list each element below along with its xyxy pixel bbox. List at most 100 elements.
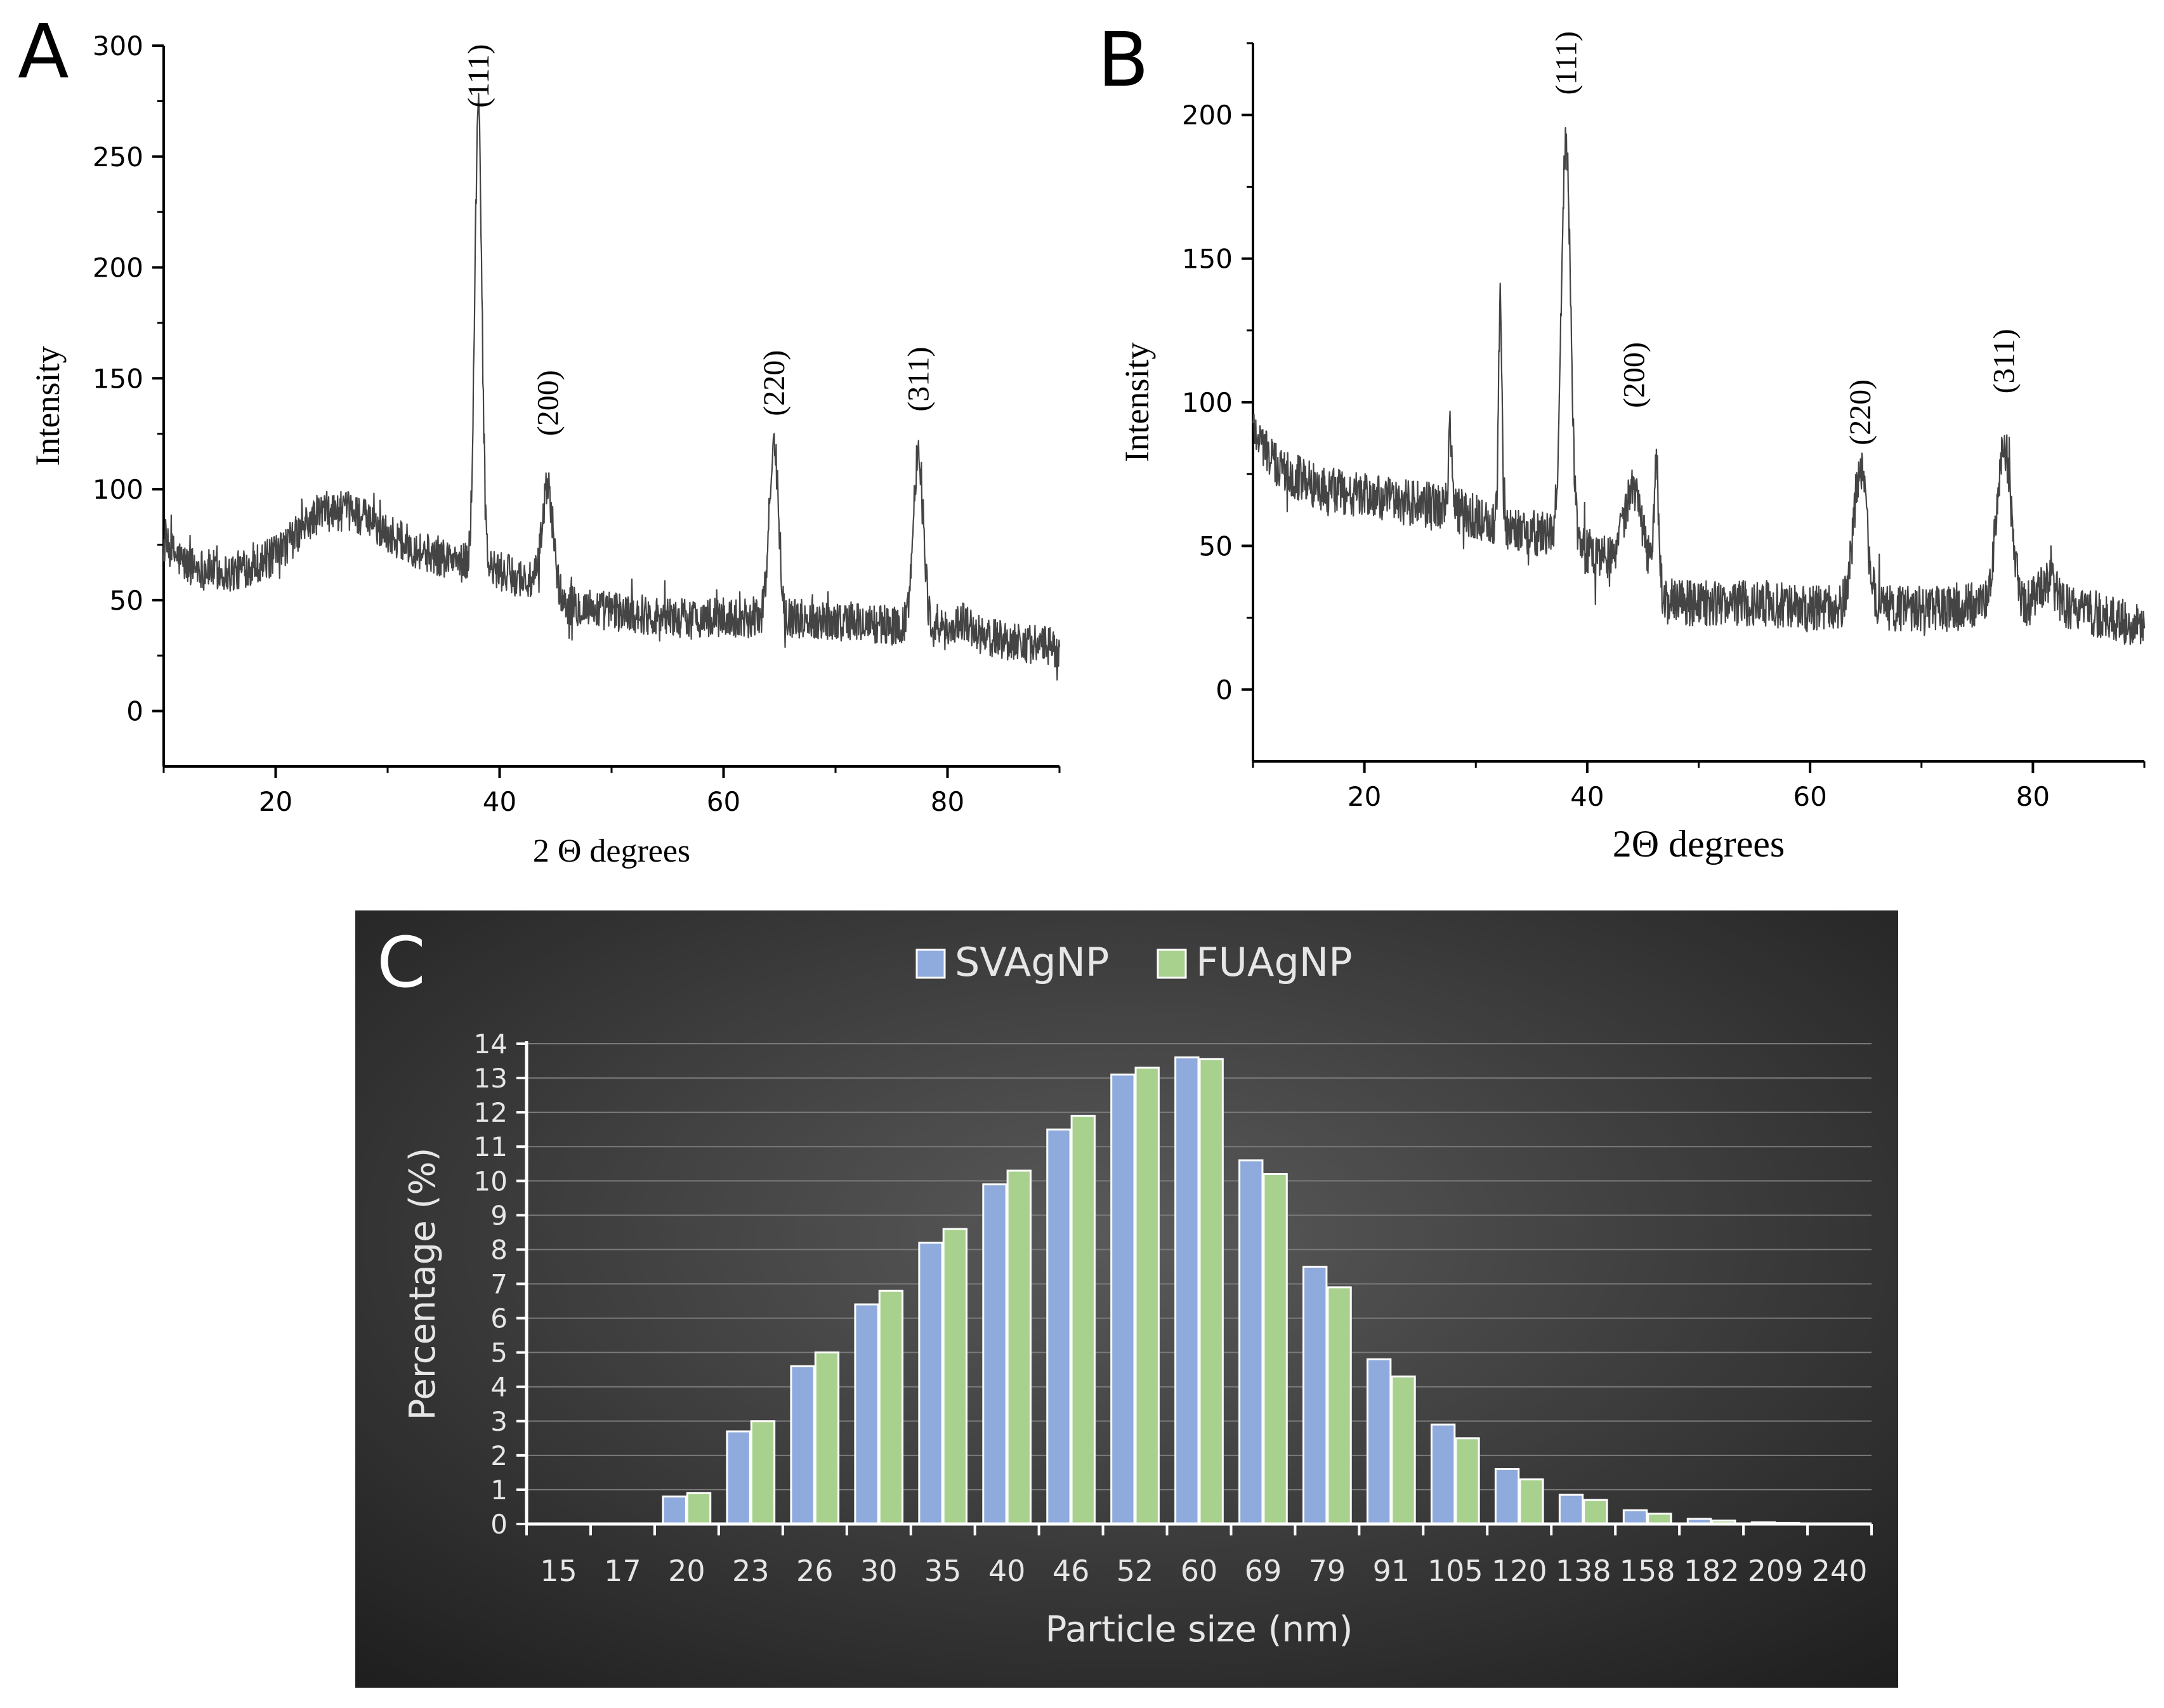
y-tick-label: 2 [490,1440,508,1471]
y-axis-title: Percentage (%) [402,1148,443,1421]
x-tick-label: 52 [1117,1554,1154,1588]
bar-svagnp-69 [1238,1159,1264,1525]
x-tick-label: 209 [1748,1554,1804,1588]
bar-fuagnp-26 [814,1351,840,1525]
bar-fuagnp-30 [878,1289,904,1525]
xrd-pattern-line [162,93,1061,681]
bar-svagnp-20 [662,1495,687,1525]
y-tick-label: 300 [93,30,143,62]
panel-a-xrd-plot: 0 50 100 150 200 250 300 20 40 60 80 2 Θ degrees Int… [29,30,1061,869]
x-axis-title: Particle size (nm) [1046,1609,1353,1650]
bar-svagnp-46 [1046,1128,1072,1525]
bar-svagnp-26 [790,1365,815,1525]
bar-fuagnp-20 [686,1492,712,1525]
peak-label: (200) [1618,342,1651,408]
x-axis-title: 2Θ degrees [1613,823,1785,865]
bar-svagnp-52 [1110,1074,1136,1525]
y-tick-label: 5 [490,1337,508,1369]
x-tick-label: 60 [707,786,740,817]
legend-swatch-fuagnp [1157,949,1187,979]
y-tick-label: 200 [93,253,143,284]
bar-fuagnp-52 [1134,1067,1160,1525]
bar-svagnp-105 [1430,1423,1456,1525]
x-tick-label: 79 [1309,1554,1346,1588]
y-tick-label: 50 [110,585,143,616]
bar-svagnp-23 [726,1430,751,1525]
y-tick-label: 150 [93,363,143,394]
x-tick-label: 15 [540,1554,577,1588]
y-tick-label: 100 [93,474,143,505]
bar-svagnp-60 [1174,1056,1200,1525]
bar-fuagnp-91 [1391,1375,1416,1525]
panel-a-letter: A [18,8,69,95]
y-tick-label: 13 [474,1063,508,1094]
peak-label: (311) [1988,329,2021,393]
xrd-pattern-line [1252,127,2146,645]
y-tick-label: 10 [474,1166,508,1197]
peak-label: (111) [1550,31,1584,95]
x-tick-label: 60 [1181,1554,1218,1588]
y-tick-label: 7 [490,1269,508,1300]
x-tick-label: 20 [259,786,292,817]
bar-svagnp-40 [982,1183,1007,1525]
x-tick-label: 46 [1052,1554,1090,1588]
y-tick-label: 3 [490,1406,508,1437]
bar-svagnp-30 [854,1303,879,1525]
bar-fuagnp-138 [1583,1499,1608,1525]
bar-fuagnp-120 [1519,1478,1544,1525]
y-tick-label: 250 [93,141,143,173]
panel-b-xrd-plot: 0 50 100 150 200 20 40 60 80 2Θ degrees Intensity (… [1118,31,2146,865]
x-tick-label: 120 [1492,1554,1547,1588]
legend: SVAgNP FUAgNP [915,939,1353,985]
y-tick-label: 12 [474,1097,508,1128]
x-tick-label: 20 [1348,781,1381,812]
peak-label: (220) [757,350,791,416]
y-tick-label: 0 [126,696,143,727]
bar-fuagnp-40 [1006,1169,1032,1525]
peak-label: (200) [531,370,565,436]
x-tick-label: 23 [732,1554,770,1588]
y-tick-label: 11 [474,1131,508,1162]
y-tick-label: 0 [490,1509,508,1540]
bar-fuagnp-35 [942,1228,968,1525]
x-tick-label: 26 [796,1554,834,1588]
x-tick-label: 91 [1373,1554,1410,1588]
y-tick-label: 6 [490,1303,508,1334]
x-tick-label: 17 [604,1554,641,1588]
bar-svagnp-35 [918,1242,943,1525]
x-tick-label: 158 [1620,1554,1675,1588]
bar-svagnp-158 [1622,1509,1648,1525]
peak-label: (220) [1844,379,1877,445]
panel-b-letter: B [1098,16,1149,103]
y-tick-label: 150 [1182,244,1233,275]
y-tick-label: 200 [1182,100,1233,131]
bar-fuagnp-105 [1455,1437,1480,1525]
y-tick-label: 1 [490,1475,508,1506]
panel-a: A 0 50 100 150 200 250 300 20 40 60 80 2 Θ degrees I… [18,8,1061,869]
y-tick-label: 0 [1216,674,1233,706]
x-tick-label: 30 [860,1554,898,1588]
y-tick-label: 50 [1199,530,1233,562]
panel-c-letter: C [377,922,426,1003]
peak-label: (311) [902,347,936,412]
bar-fuagnp-79 [1327,1286,1352,1525]
x-tick-label: 35 [924,1554,962,1588]
peak-label: (111) [462,44,495,107]
x-tick-label: 80 [931,786,964,817]
y-tick-label: 14 [474,1028,508,1060]
x-tick-label: 105 [1427,1554,1483,1588]
x-tick-label: 60 [1793,781,1826,812]
x-tick-label: 138 [1556,1554,1611,1588]
y-axis-title: Intensity [29,346,67,466]
bar-svagnp-120 [1494,1468,1520,1525]
bar-fuagnp-69 [1262,1173,1288,1525]
y-tick-label: 9 [490,1200,508,1231]
x-tick-label: 40 [988,1554,1026,1588]
legend-label-fuagnp: FUAgNP [1196,939,1353,985]
x-tick-label: 40 [483,786,516,817]
bar-fuagnp-23 [750,1420,776,1525]
x-tick-label: 240 [1812,1554,1868,1588]
legend-label-svagnp: SVAgNP [955,939,1109,985]
